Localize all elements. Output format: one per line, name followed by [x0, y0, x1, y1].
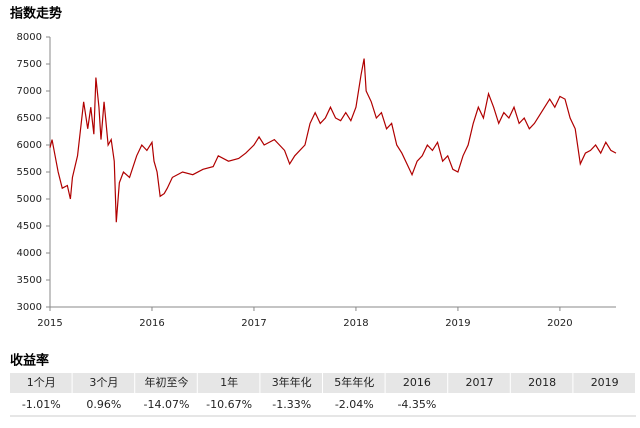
y-tick-label: 8000 [17, 32, 42, 43]
header-text: 2018 [528, 376, 556, 389]
header-cell [385, 373, 448, 393]
value-text: -2.04% [335, 398, 374, 411]
header-cell [10, 373, 72, 393]
header-cell [72, 373, 135, 393]
header-cell [135, 373, 197, 393]
header-text: 2017 [466, 376, 494, 389]
header-text: 年初至今 [145, 375, 189, 389]
value-text: 0.96% [86, 398, 121, 411]
x-tick-label: 2019 [445, 318, 470, 329]
header-text: 5年年化 [334, 375, 374, 389]
y-tick-label: 3500 [17, 275, 42, 286]
header-text: 2019 [591, 376, 619, 389]
y-tick-label: 5000 [17, 194, 42, 205]
x-tick-label: 2016 [139, 318, 164, 329]
y-tick-label: 5500 [17, 167, 42, 178]
value-text: -4.35% [397, 398, 436, 411]
header-cell [323, 373, 385, 393]
header-text: 2016 [403, 376, 431, 389]
header-text: 1年 [220, 375, 238, 389]
header-cell [448, 373, 510, 393]
y-tick-label: 4000 [17, 248, 42, 259]
x-tick-label: 2020 [547, 318, 572, 329]
header-cell [260, 373, 322, 393]
y-tick-label: 3000 [17, 302, 42, 313]
header-cell [510, 373, 573, 393]
y-tick-label: 4500 [17, 221, 42, 232]
table-title: 收益率 [10, 353, 49, 369]
chart-title: 指数走势 [10, 6, 62, 22]
x-tick-label: 2017 [241, 318, 266, 329]
y-tick-label: 7000 [17, 86, 42, 97]
value-text: -14.07% [144, 398, 190, 411]
y-tick-label: 7500 [17, 59, 42, 70]
y-tick-label: 6000 [17, 140, 42, 151]
value-text: -1.01% [22, 398, 61, 411]
x-tick-label: 2018 [343, 318, 368, 329]
header-text: 1个月 [27, 376, 56, 389]
y-tick-label: 6500 [17, 113, 42, 124]
header-text: 3个月 [89, 376, 118, 389]
line [49, 58, 617, 223]
value-text: -10.67% [206, 398, 252, 411]
x-tick-label: 2015 [37, 318, 62, 329]
value-text: -1.33% [272, 398, 311, 411]
header-text: 3年年化 [272, 375, 312, 389]
header-cell [573, 373, 635, 393]
header-cell [197, 373, 260, 393]
